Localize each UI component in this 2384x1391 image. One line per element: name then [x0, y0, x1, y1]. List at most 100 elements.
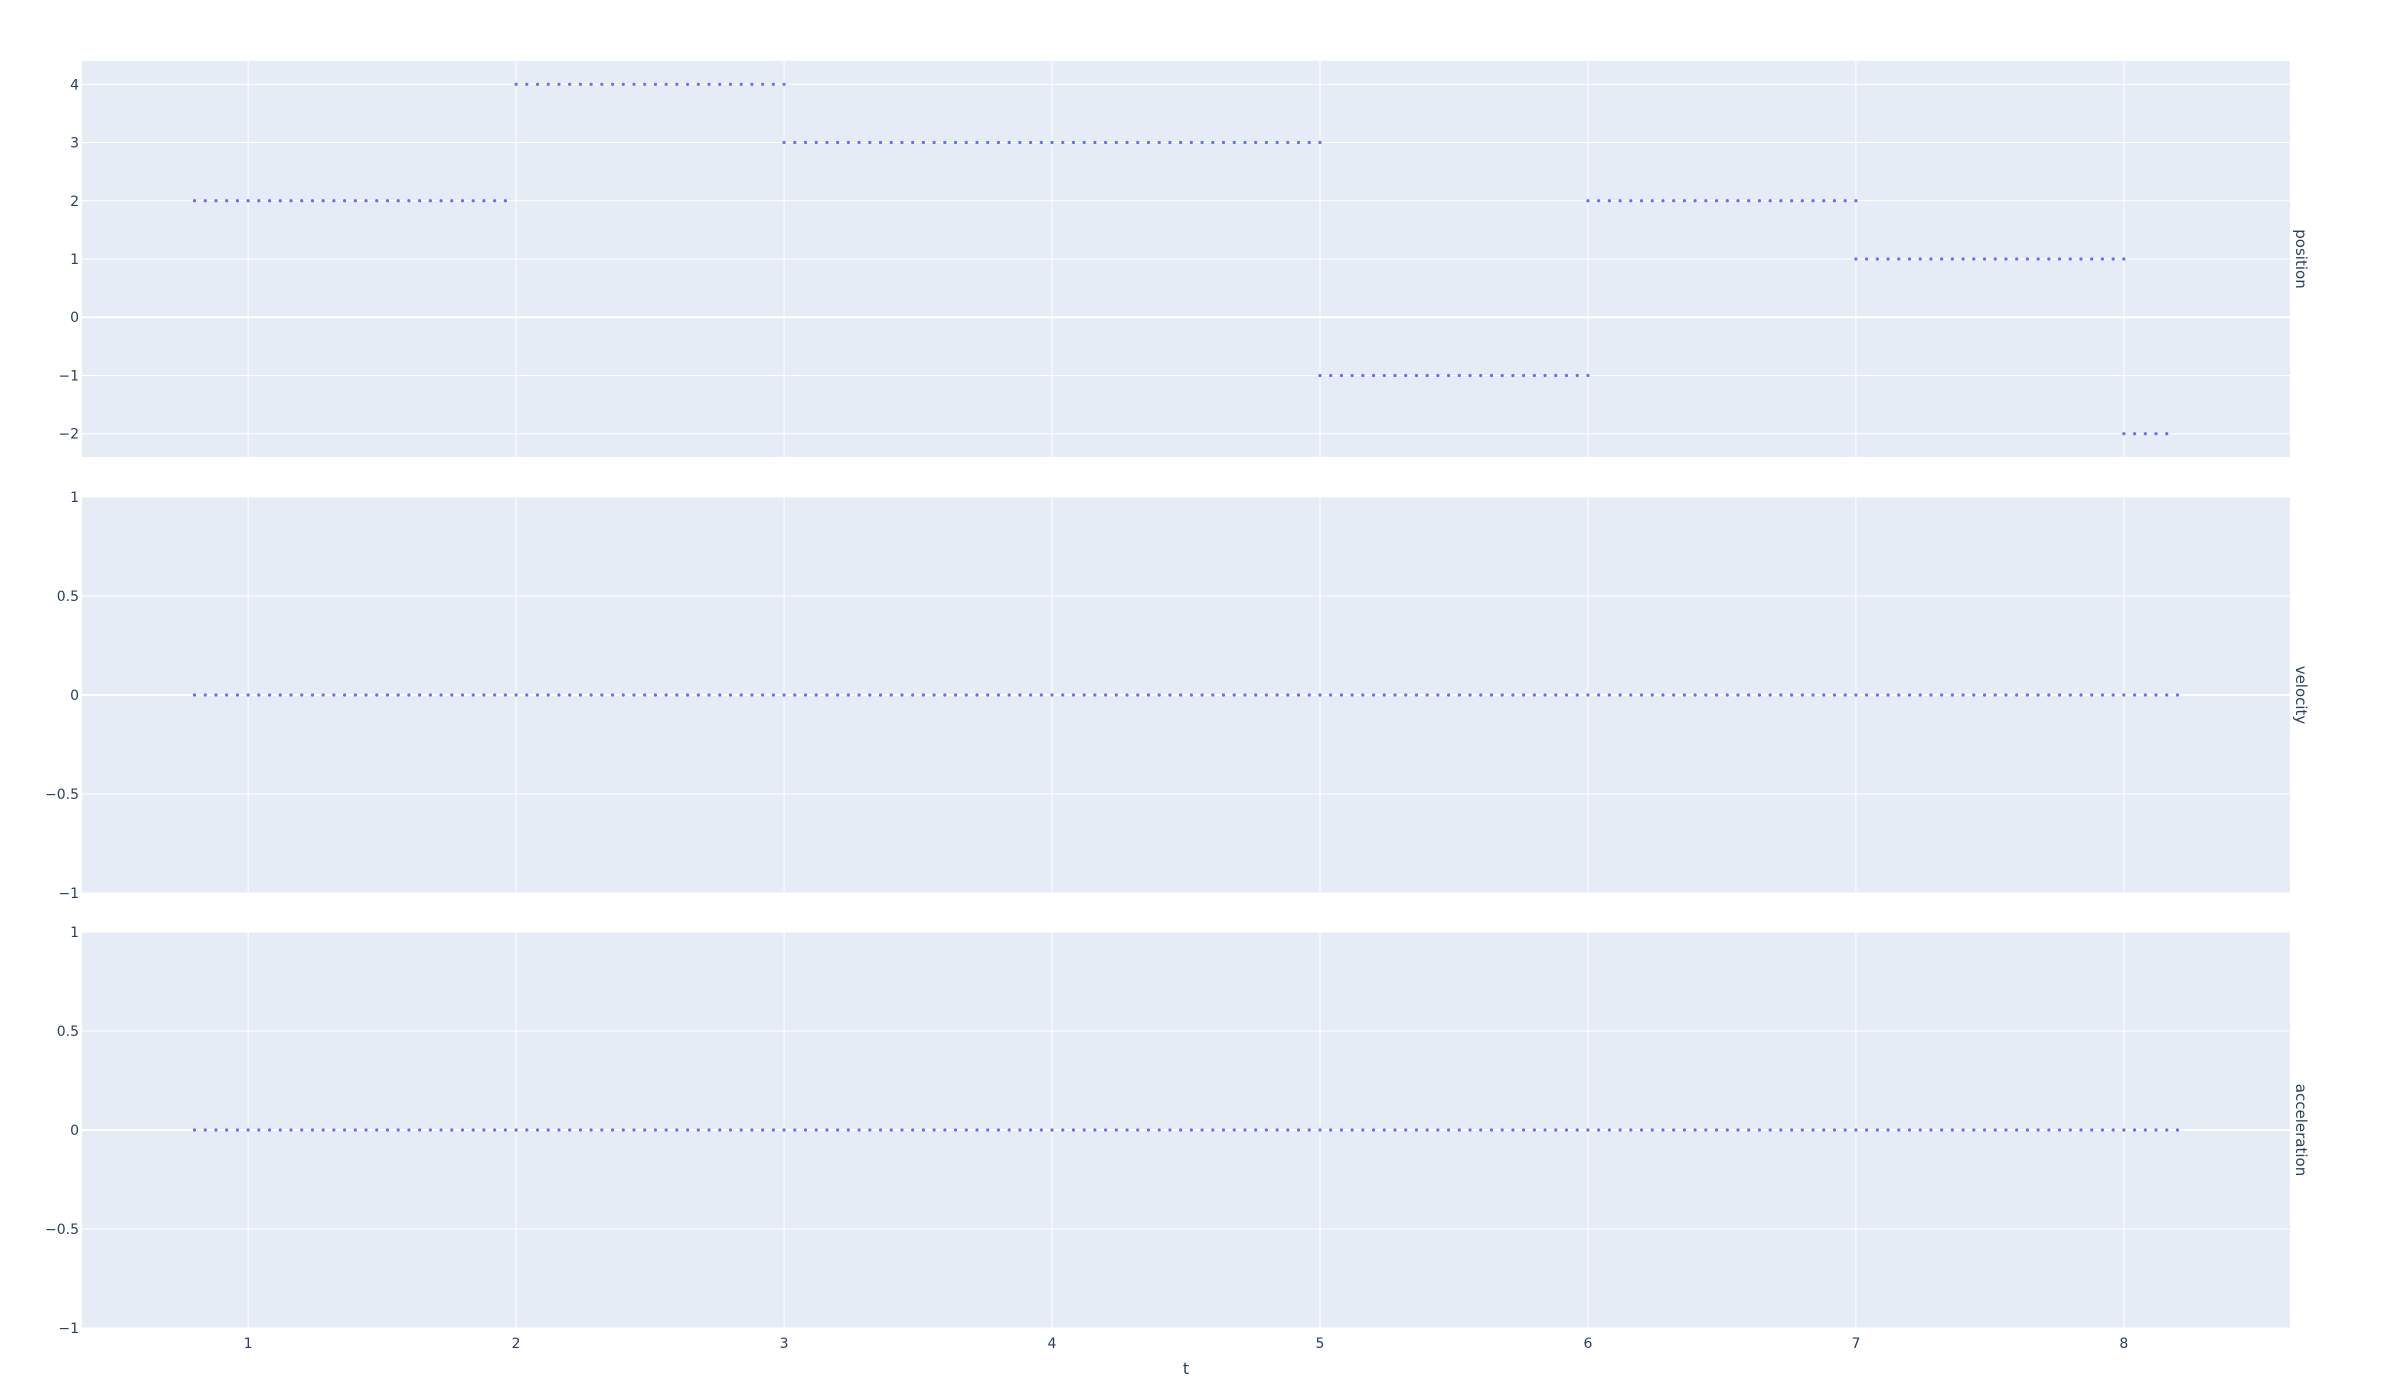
data-point [1221, 1128, 1226, 1132]
data-point [407, 1128, 411, 1132]
data-point [1318, 140, 1322, 145]
data-point [664, 693, 668, 697]
data-point [1136, 1128, 1140, 1132]
data-point [246, 1128, 250, 1132]
data-point [1318, 1128, 1322, 1132]
data-point [996, 140, 1001, 145]
data-point [1532, 1128, 1536, 1132]
data-point [1018, 693, 1022, 697]
data-point [2057, 693, 2062, 697]
data-point [428, 693, 432, 697]
y-tick-label: 2 [70, 194, 79, 210]
y-tick-label: 1 [70, 490, 79, 506]
data-point [1597, 1128, 1601, 1132]
y-tick-label: −0.5 [45, 787, 79, 803]
data-point [353, 199, 357, 203]
data-point [471, 199, 475, 203]
data-point [364, 199, 368, 203]
data-point [1950, 257, 1954, 261]
data-point [1018, 1128, 1022, 1132]
data-point [1179, 693, 1183, 697]
data-point [418, 1128, 422, 1132]
data-point [1586, 199, 1590, 203]
data-point [1950, 693, 1954, 697]
data-point [375, 1128, 379, 1132]
data-point [1522, 373, 1526, 378]
data-point [2036, 257, 2040, 261]
data-point [1007, 693, 1011, 697]
data-point [1865, 1128, 1869, 1132]
data-point [1918, 693, 1922, 697]
data-point [1768, 199, 1772, 203]
data-point [1018, 140, 1022, 145]
data-point [407, 693, 411, 697]
data-point [1028, 693, 1033, 697]
data-point [1865, 257, 1869, 261]
data-point [1747, 199, 1751, 203]
data-point [1425, 373, 1429, 378]
data-point [1972, 257, 1976, 261]
data-point [557, 82, 561, 86]
data-point [728, 82, 733, 86]
data-point [664, 82, 668, 86]
data-point [2047, 257, 2051, 261]
data-point [1607, 199, 1611, 203]
data-point [1757, 693, 1762, 697]
data-point [1714, 1128, 1719, 1132]
data-point [1554, 693, 1558, 697]
data-point [1511, 373, 1515, 378]
data-point [1918, 1128, 1922, 1132]
data-point [2004, 257, 2008, 261]
data-point [557, 1128, 561, 1132]
data-point [2122, 1128, 2126, 1132]
data-point [739, 82, 743, 86]
x-tick-label: 6 [1583, 1336, 1592, 1352]
data-point [943, 693, 947, 697]
data-point [1414, 693, 1419, 697]
y-tick-label: −2 [58, 427, 79, 443]
data-point [857, 693, 861, 697]
data-point [1693, 693, 1697, 697]
data-point [300, 1128, 304, 1132]
data-point [1779, 1128, 1783, 1132]
data-point [771, 693, 775, 697]
data-point [1457, 693, 1461, 697]
data-point [1286, 140, 1290, 145]
data-point [1747, 693, 1751, 697]
data-point [1865, 693, 1869, 697]
data-point [1361, 373, 1365, 378]
data-point [1329, 693, 1333, 697]
data-point [1039, 693, 1043, 697]
data-point [289, 693, 293, 697]
panel-acceleration: 1 0.5 0 −0.5 −1 acceleration [45, 925, 2310, 1337]
data-point [996, 1128, 1001, 1132]
data-point [953, 140, 958, 145]
data-point [1200, 1128, 1204, 1132]
y-tick-label: 0.5 [57, 1024, 79, 1040]
data-point [471, 693, 475, 697]
data-point [535, 82, 540, 86]
data-point [1125, 140, 1129, 145]
data-point [364, 1128, 368, 1132]
data-point [814, 1128, 818, 1132]
chart-panels: 4 3 2 1 0 −1 −2 position 1 0.5 0 −0.5 −1 velocity 1 0.5… [45, 61, 2310, 1337]
data-point [1104, 1128, 1108, 1132]
data-point [1211, 693, 1215, 697]
data-point [675, 693, 679, 697]
data-point [546, 1128, 550, 1132]
data-point [1725, 199, 1729, 203]
y-tick-label: 0 [70, 688, 79, 704]
data-point [996, 693, 1001, 697]
data-point [343, 199, 347, 203]
data-point [2100, 693, 2105, 697]
data-point [2122, 257, 2126, 261]
data-point [1607, 693, 1611, 697]
data-point [2165, 432, 2169, 436]
data-point [953, 693, 958, 697]
data-point [1468, 693, 1472, 697]
data-point [1404, 693, 1408, 697]
data-point [1232, 693, 1236, 697]
data-point [696, 693, 700, 697]
data-point [1146, 693, 1151, 697]
data-point [739, 693, 743, 697]
